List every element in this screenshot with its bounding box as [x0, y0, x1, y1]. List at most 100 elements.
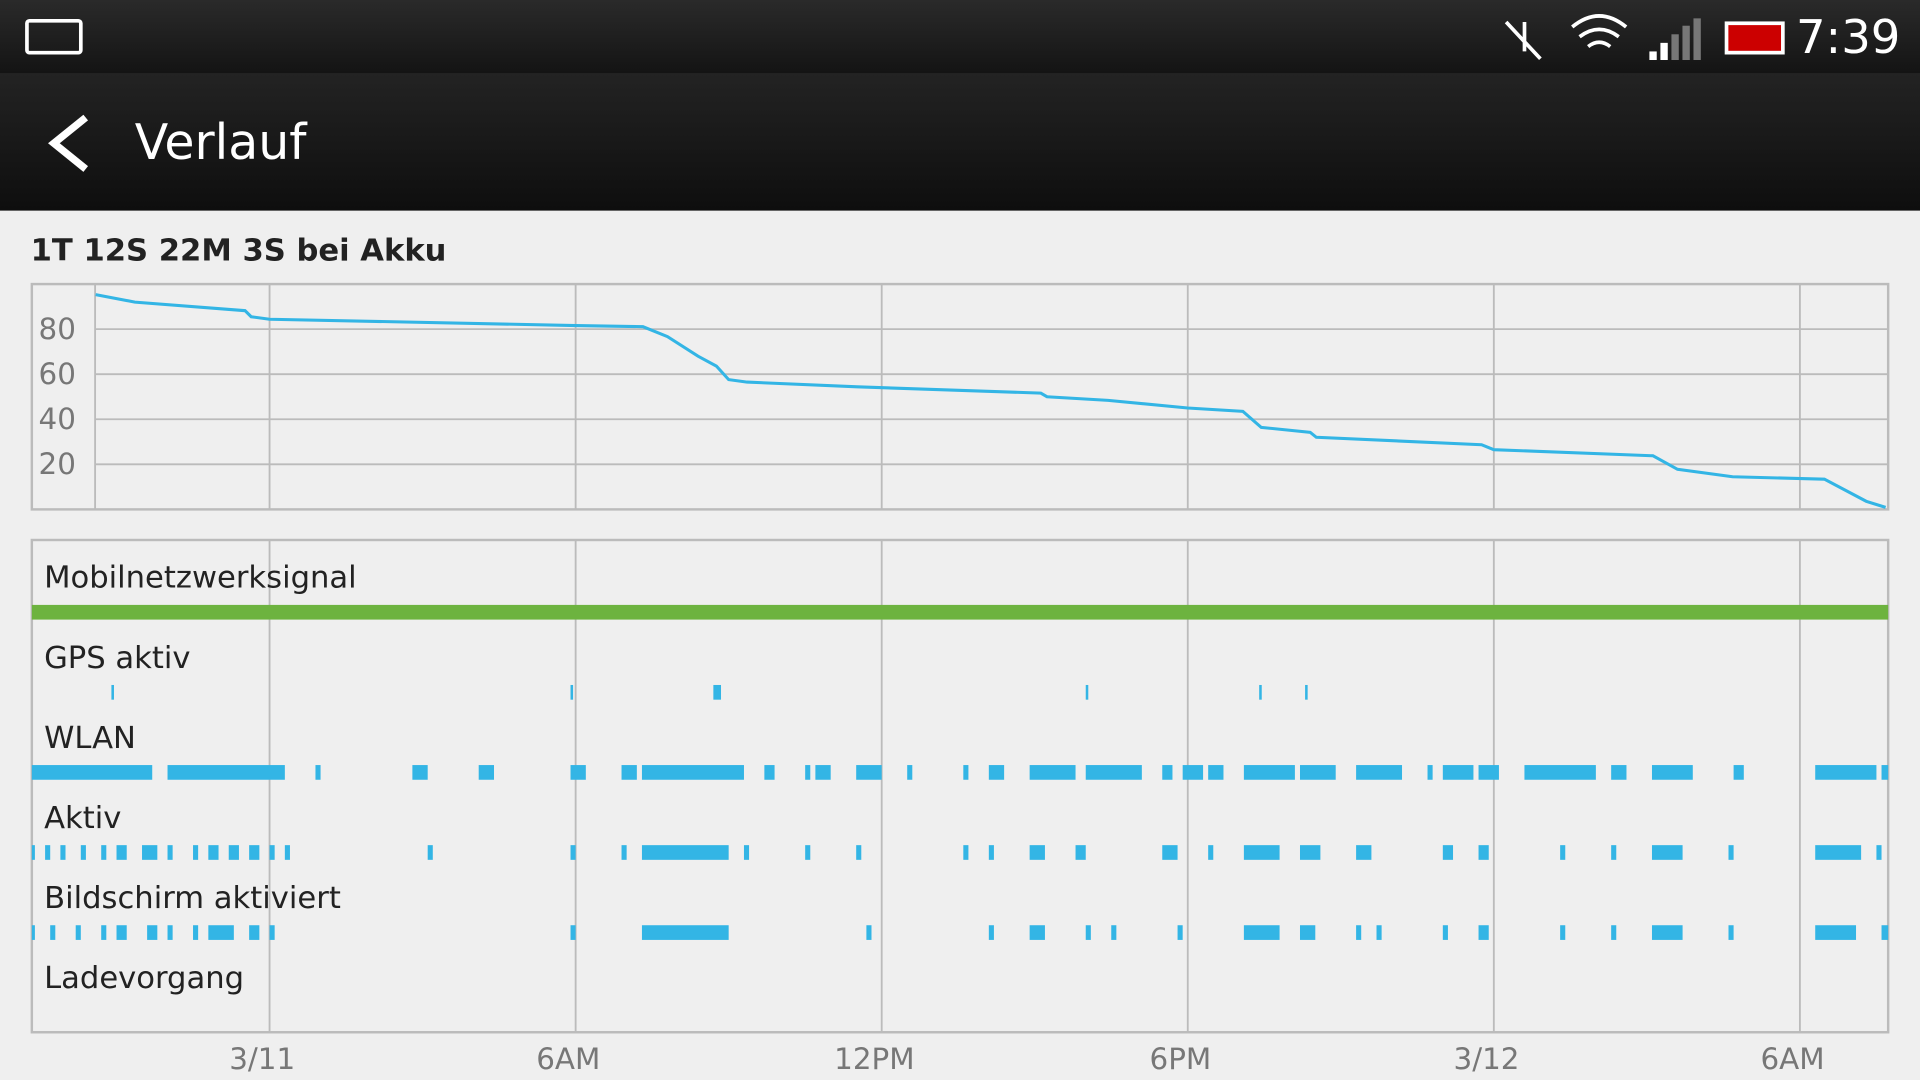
y-tick-label: 80 [39, 312, 76, 346]
activity-segment [1356, 845, 1372, 860]
activity-segment [866, 925, 872, 940]
activity-segment [249, 845, 260, 860]
x-tick-label: 6PM [1150, 1042, 1212, 1076]
row-label: Aktiv [44, 801, 121, 836]
activity-segment [1651, 765, 1693, 780]
activity-segment [1478, 765, 1499, 780]
activity-segment [856, 845, 862, 860]
activity-segment [1029, 925, 1045, 940]
activity-segment [1733, 765, 1744, 780]
activity-segment [142, 845, 158, 860]
activity-segment [1111, 925, 1117, 940]
x-tick-label: 3/11 [229, 1042, 295, 1076]
activity-segment [1651, 845, 1683, 860]
activity-segment [1881, 765, 1889, 780]
activity-segment [570, 684, 574, 700]
activity-segment [743, 845, 750, 860]
activity-segment [167, 765, 285, 780]
activity-segment [1029, 845, 1045, 860]
activity-segment [208, 845, 219, 860]
activity-segment [31, 925, 35, 940]
activity-segment [208, 925, 234, 940]
activity-segment [963, 845, 969, 860]
activity-segment [1243, 925, 1280, 940]
activity-segment [764, 765, 775, 780]
activity-segment [1085, 925, 1091, 940]
activity-segment [45, 845, 51, 860]
action-bar [0, 73, 1920, 211]
activity-segment [193, 845, 199, 860]
activity-segment [988, 845, 994, 860]
activity-panel [30, 538, 1890, 1034]
activity-segment [963, 765, 969, 780]
activity-segment [1299, 765, 1336, 780]
back-button[interactable] [48, 114, 89, 172]
activity-segment [805, 765, 811, 780]
activity-segment [147, 925, 158, 940]
activity-segment [1651, 925, 1683, 940]
activity-segment [1208, 845, 1214, 860]
activity-segment [641, 845, 729, 860]
activity-segment [1815, 845, 1862, 860]
activity-segment [101, 925, 107, 940]
activity-segment [1815, 765, 1877, 780]
activity-segment [116, 925, 127, 940]
activity-segment [570, 845, 576, 860]
activity-segment [570, 765, 586, 780]
activity-segment [1442, 845, 1454, 860]
y-tick-label: 40 [39, 402, 76, 436]
row-label: Mobilnetzwerksignal [44, 561, 357, 596]
activity-segment [805, 845, 811, 860]
x-tick-label: 3/12 [1454, 1042, 1520, 1076]
wifi-icon [1571, 14, 1628, 49]
activity-segment [80, 845, 86, 860]
activity-segment [1085, 684, 1089, 700]
activity-segment [101, 845, 107, 860]
activity-segment [1305, 684, 1308, 700]
activity-segment [1177, 925, 1183, 940]
summary: 1T 12S 22M 3S bei Akku [31, 234, 447, 269]
activity-segment [907, 765, 913, 780]
activity-segment [988, 925, 994, 940]
x-tick-label: 6AM [1760, 1042, 1824, 1076]
clock: 7:39 [1796, 10, 1900, 64]
activity-segment [1728, 925, 1734, 940]
row-label: GPS aktiv [44, 641, 190, 676]
y-tick-label: 20 [39, 447, 76, 481]
activity-segment [1085, 765, 1142, 780]
activity-segment [31, 765, 153, 780]
row-label: Ladevorgang [44, 961, 244, 996]
activity-segment [1162, 845, 1178, 860]
activity-segment [1376, 925, 1382, 940]
activity-segment [856, 765, 882, 780]
activity-segment [1427, 765, 1433, 780]
activity-segment [570, 925, 576, 940]
activity-segment [269, 925, 275, 940]
status-bar [0, 0, 1920, 74]
activity-segment [1560, 925, 1566, 940]
activity-segment [621, 845, 627, 860]
activity-segment [1299, 925, 1316, 940]
activity-segment [111, 684, 114, 700]
activity-segment [228, 845, 239, 860]
activity-segment [1881, 925, 1889, 940]
x-tick-label: 12PM [834, 1042, 914, 1076]
row-label: Bildschirm aktiviert [44, 881, 341, 916]
activity-segment [427, 845, 433, 860]
activity-segment [31, 604, 1889, 620]
battery-panel [30, 282, 1890, 511]
mute-icon [1504, 20, 1542, 61]
activity-segment [116, 845, 127, 860]
activity-segment [1162, 765, 1173, 780]
activity-segment [1243, 845, 1280, 860]
activity-segment [1560, 845, 1566, 860]
activity-segment [193, 925, 199, 940]
activity-segment [641, 925, 729, 940]
status-icons [25, 14, 1628, 61]
activity-segment [249, 925, 260, 940]
activity-segment [1524, 765, 1596, 780]
activity-segment [1611, 845, 1617, 860]
activity-segment [167, 845, 173, 860]
